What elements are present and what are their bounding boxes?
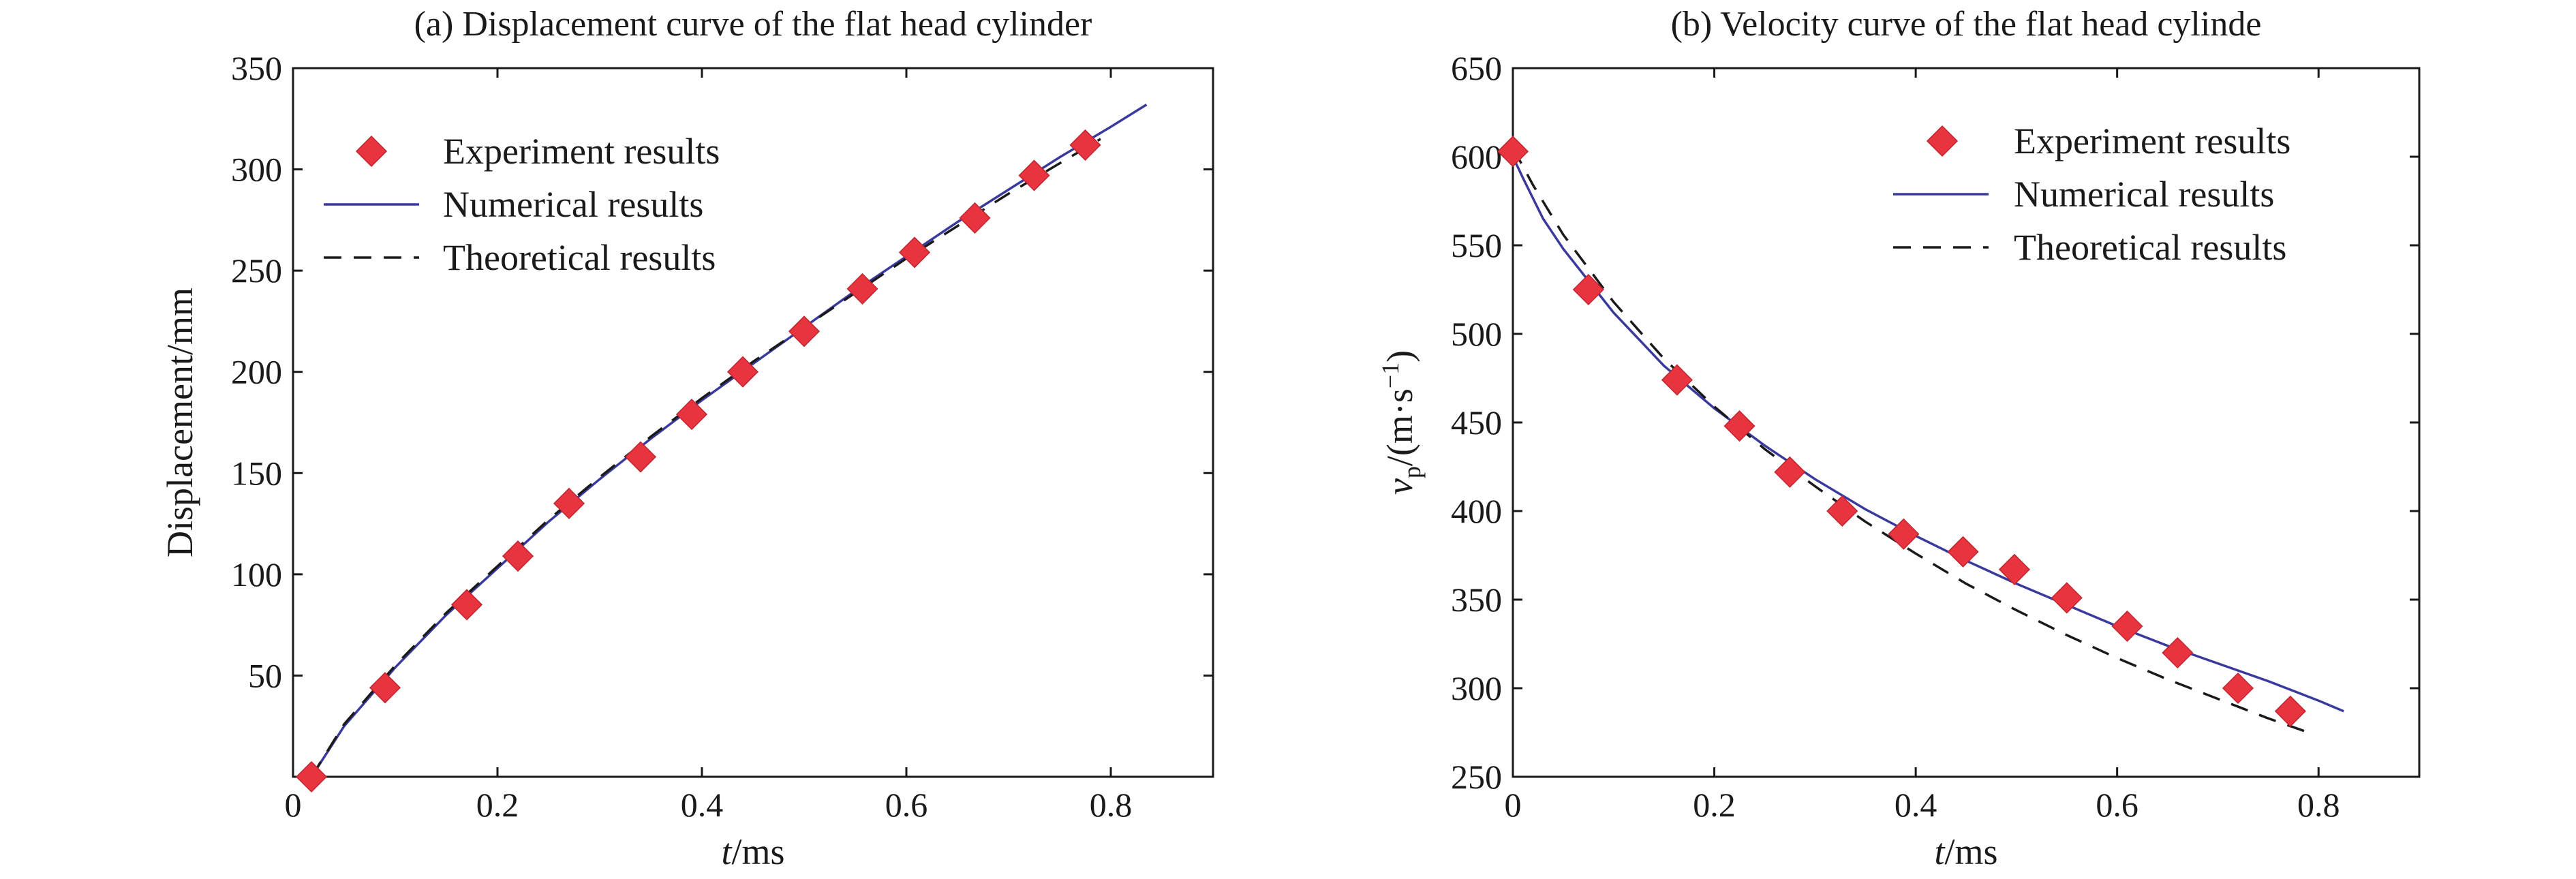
panel-b-theoretical-line — [1512, 147, 2310, 734]
panel-b-experiment-point — [2274, 695, 2306, 727]
panel-b-x-axis-label: t/ms — [1934, 831, 1997, 872]
panel-a-legend-label: Theoretical results — [443, 237, 716, 278]
panel-b-legend-marker-experiment — [1926, 125, 1959, 157]
panel-b-experiment-point — [1947, 536, 1979, 568]
panel-b-plot-frame — [1512, 67, 2421, 778]
panel-b-experiment-point — [1888, 518, 1920, 550]
panel-a-plot-frame — [292, 67, 1214, 778]
panel-b-legend-label: Numerical results — [2014, 174, 2274, 215]
panel-a-experiment-point — [624, 441, 657, 473]
panel-b-y-axis-unit-close: ) — [1379, 350, 1420, 363]
panel-b-experiment-point — [1661, 364, 1693, 396]
panel-b-y-axis-label: vp/(m·s−1) — [1377, 350, 1426, 495]
panel-b-y-tick-label: 600 — [1451, 138, 1502, 176]
panel-a-x-tick-label: 0.8 — [1090, 786, 1133, 824]
panel-b-y-axis-unit-open: /(m·s — [1379, 388, 1420, 466]
panel-b-x-tick-label: 0.4 — [1895, 786, 1937, 824]
panel-a-experiment-point — [502, 540, 534, 572]
panel-b-legend-label: Theoretical results — [2014, 227, 2286, 268]
panel-b-x-tick-label: 0.6 — [2096, 786, 2138, 824]
panel-a-experiment-point — [788, 315, 821, 348]
panel-a-x-tick-label: 0 — [285, 786, 302, 824]
panel-a-x-tick-label: 0.6 — [885, 786, 928, 824]
panel-a-experiment-point — [295, 760, 328, 793]
panel-a-experiment-point — [898, 236, 931, 268]
panel-b-y-tick-label: 300 — [1451, 669, 1502, 707]
panel-a-displacement-chart: (a) Displacement curve of the flat head … — [159, 5, 1214, 872]
panel-a-y-tick-label: 350 — [231, 49, 282, 87]
panel-b-y-axis-sub: p — [1398, 466, 1426, 478]
panel-a-experiment-point — [726, 356, 759, 388]
panel-b-experiment-point — [1774, 456, 1806, 488]
panel-b-experiment-point — [1723, 410, 1755, 442]
panel-b-experiment-point — [1497, 136, 1529, 168]
panel-b-y-tick-label: 350 — [1451, 581, 1502, 619]
panel-a-y-tick-label: 100 — [231, 555, 282, 593]
panel-b-experiment-point — [1826, 495, 1858, 527]
panel-a-y-tick-label: 200 — [231, 353, 282, 391]
panel-b-experiment-point — [2222, 672, 2254, 705]
panel-a-title: (a) Displacement curve of the flat head … — [414, 5, 1092, 44]
panel-a-experiment-point — [846, 273, 878, 305]
panel-b-numerical-line — [1512, 156, 2344, 713]
panel-a-y-tick-label: 50 — [248, 656, 282, 694]
panel-a-experiment-point — [1018, 159, 1050, 191]
panel-a-experiment-point — [675, 399, 708, 431]
panel-b-x-tick-label: 0.2 — [1693, 786, 1736, 824]
panel-b-y-tick-label: 250 — [1451, 758, 1502, 796]
panel-a-y-tick-label: 150 — [231, 454, 282, 492]
panel-b-y-tick-label: 450 — [1451, 403, 1502, 442]
panel-a-x-tick-label: 0.2 — [476, 786, 519, 824]
panel-a-x-axis-unit: /ms — [731, 831, 784, 872]
panel-b-x-tick-label: 0.8 — [2297, 786, 2340, 824]
panel-b-experiment-point — [2111, 610, 2143, 643]
panel-b-y-tick-label: 500 — [1451, 315, 1502, 353]
panel-a-legend-label: Experiment results — [443, 131, 720, 172]
panel-b-experiment-point — [2162, 636, 2194, 669]
panel-a-y-tick-label: 250 — [231, 251, 282, 290]
panel-a-y-axis-label: Displacement/mm — [159, 288, 200, 557]
panel-a-x-axis-var: t — [721, 831, 733, 872]
panel-a-experiment-point — [450, 589, 483, 621]
panel-b-x-axis-var: t — [1934, 831, 1946, 872]
panel-a-x-axis-label: t/ms — [721, 831, 784, 872]
panel-b-experiment-point — [1998, 553, 2030, 585]
panel-a-experiment-point — [1069, 129, 1101, 161]
panel-b-x-tick-label: 0 — [1505, 786, 1522, 824]
panel-a-legend-marker-experiment — [355, 135, 388, 168]
panel-b-y-tick-label: 400 — [1451, 492, 1502, 530]
panel-a-experiment-point — [369, 672, 401, 704]
panel-b-experiment-point — [2051, 582, 2083, 614]
panel-b-legend-label: Experiment results — [2014, 121, 2290, 161]
panel-b-y-tick-label: 550 — [1451, 226, 1502, 264]
panel-a-y-tick-label: 300 — [231, 151, 282, 189]
panel-b-x-axis-unit: /ms — [1944, 831, 1997, 872]
panel-b-title: (b) Velocity curve of the flat head cyli… — [1671, 5, 2262, 44]
panel-a-experiment-point — [959, 202, 991, 234]
panel-b-y-tick-label: 650 — [1451, 49, 1502, 87]
panel-b-y-axis-sup: −1 — [1377, 363, 1404, 388]
panel-a-numerical-line — [310, 104, 1148, 777]
panel-a-theoretical-line — [310, 138, 1101, 777]
panel-a-x-tick-label: 0.4 — [681, 786, 724, 824]
panel-b-velocity-chart: (b) Velocity curve of the flat head cyli… — [1377, 5, 2421, 872]
panel-a-experiment-point — [553, 487, 585, 519]
panel-a-legend-label: Numerical results — [443, 184, 703, 225]
panel-b-y-axis-var: v — [1379, 478, 1420, 495]
panel-b-experiment-point — [1572, 273, 1604, 306]
